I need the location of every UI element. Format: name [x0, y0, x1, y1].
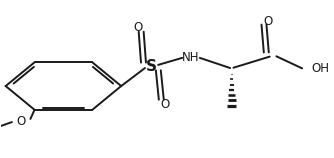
Text: O: O	[17, 115, 26, 128]
Text: O: O	[160, 97, 169, 111]
Text: S: S	[145, 59, 156, 74]
Text: NH: NH	[182, 51, 199, 64]
Text: O: O	[133, 21, 142, 34]
Text: O: O	[264, 15, 273, 27]
Text: OH: OH	[311, 62, 329, 75]
